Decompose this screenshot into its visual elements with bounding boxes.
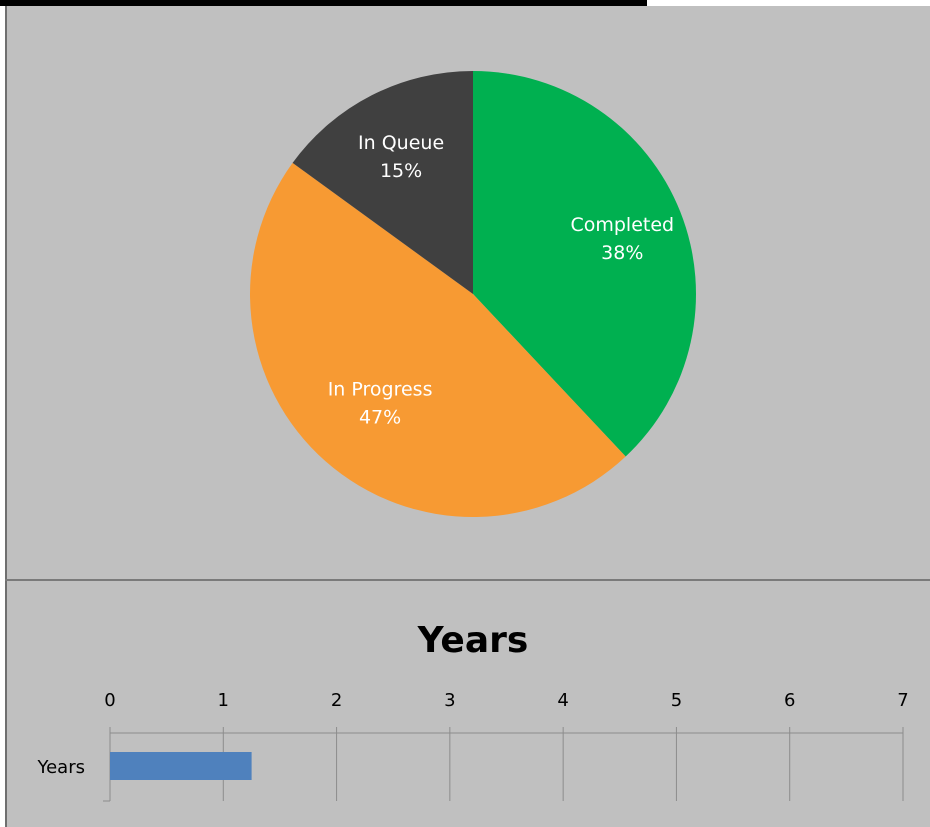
pie-value-in-progress: 47% [359, 406, 401, 428]
pie-slice-in-progress [250, 162, 626, 517]
x-tick-label-0: 0 [104, 690, 115, 711]
bar-years [110, 752, 252, 780]
bar-chart-title: Years [417, 620, 529, 661]
x-tick-label-2: 2 [331, 690, 342, 711]
bar-chart: Years 0 1 2 3 4 5 6 7 Years [37, 620, 909, 802]
pie-label-completed: Completed [570, 214, 674, 236]
x-tick-label-7: 7 [897, 690, 908, 711]
x-tick-label-1: 1 [218, 690, 229, 711]
pie-slice-completed [473, 71, 696, 457]
x-tick-label-6: 6 [784, 690, 795, 711]
x-tick-label-4: 4 [557, 690, 568, 711]
pie-label-in-progress: In Progress [328, 378, 433, 400]
panel-divider [5, 579, 930, 581]
pie-label-in-queue: In Queue [358, 132, 444, 154]
x-tick-label-3: 3 [444, 690, 455, 711]
top-black-bar [0, 0, 647, 6]
pie-slice-in-queue [292, 71, 473, 294]
x-tick-label-5: 5 [671, 690, 682, 711]
category-label-years: Years [37, 757, 86, 778]
pie-chart: Completed 38% In Progress 47% In Queue 15% [250, 71, 696, 517]
pie-value-in-queue: 15% [380, 160, 422, 182]
pie-value-completed: 38% [601, 242, 643, 264]
